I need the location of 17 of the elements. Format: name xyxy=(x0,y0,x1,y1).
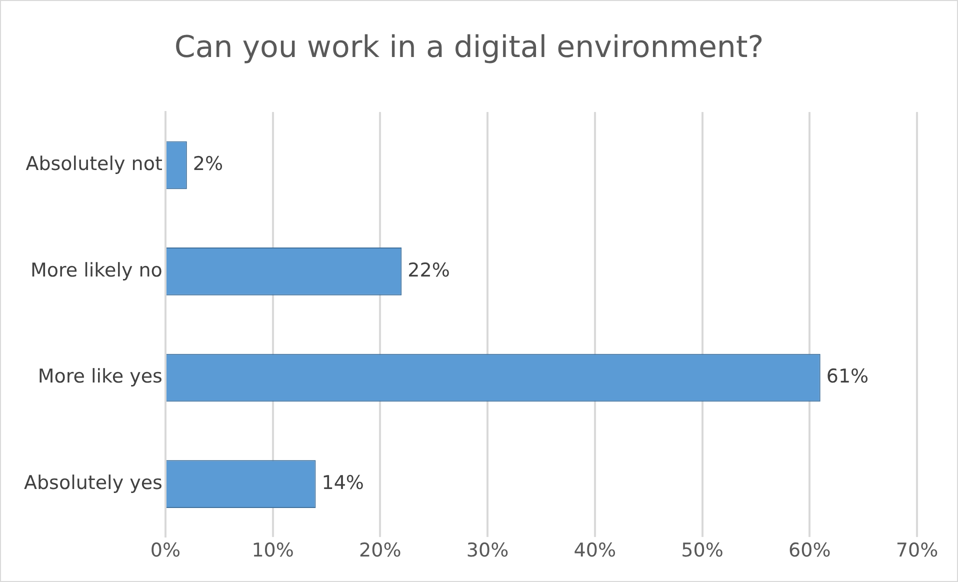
data-label: 14% xyxy=(322,472,364,494)
x-tick-label: 10% xyxy=(252,540,294,562)
data-label: 22% xyxy=(408,259,450,282)
x-tick-label: 40% xyxy=(574,540,616,562)
x-tick-label: 50% xyxy=(681,540,724,562)
y-tick-label: Absolutely yes xyxy=(24,472,162,494)
y-tick-label: More like yes xyxy=(38,366,162,388)
x-tick-label: 70% xyxy=(896,540,938,562)
x-tick-label: 20% xyxy=(359,540,402,562)
data-label: 2% xyxy=(192,153,224,176)
y-tick-label: More likely no xyxy=(30,259,162,282)
x-tick-label: 60% xyxy=(788,540,831,562)
x-tick-label: 30% xyxy=(466,540,509,562)
data-label: 61% xyxy=(826,366,869,388)
chart-title: Can you work in a digital environment? xyxy=(174,30,764,65)
x-tick-label: 0% xyxy=(150,540,181,562)
y-tick-label: Absolutely not xyxy=(26,153,162,176)
